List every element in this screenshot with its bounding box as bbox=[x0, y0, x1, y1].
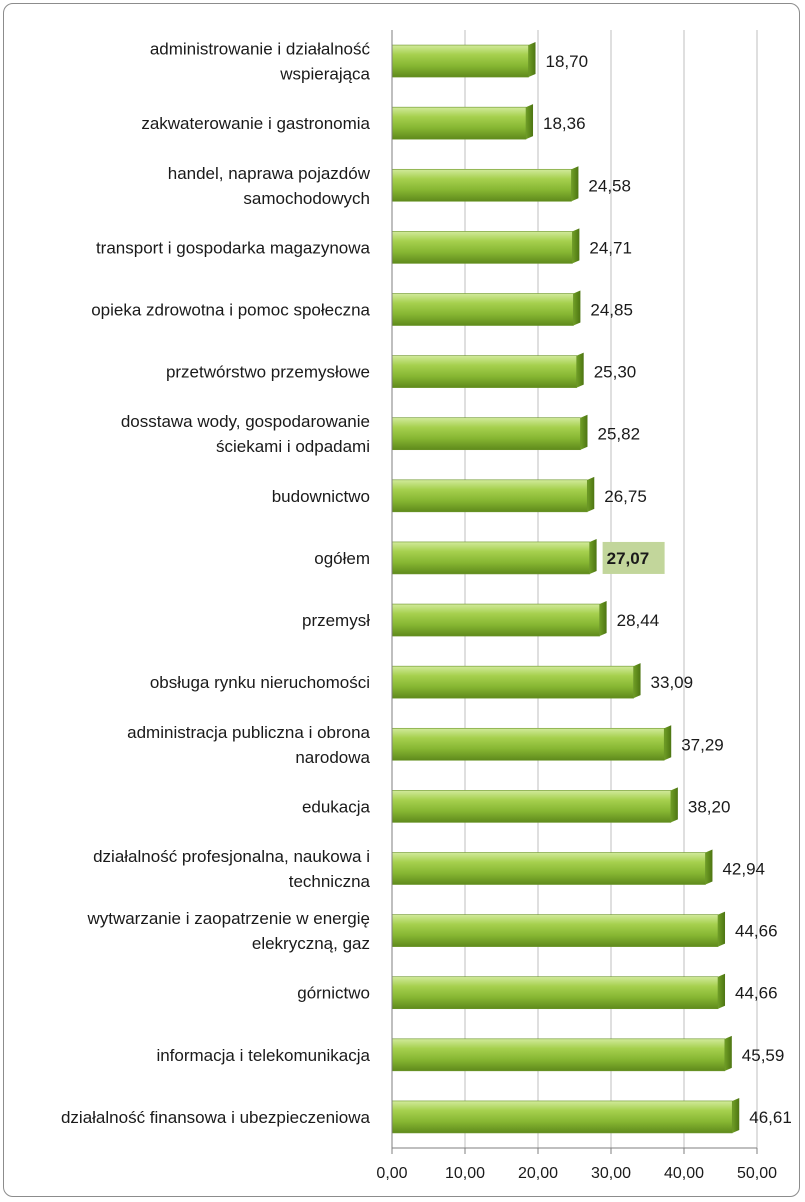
bar-cap bbox=[580, 414, 588, 450]
value-label: 24,71 bbox=[589, 238, 632, 257]
x-tick-label: 40,00 bbox=[664, 1165, 704, 1182]
value-label: 45,59 bbox=[742, 1046, 785, 1065]
bar bbox=[391, 44, 529, 78]
bar bbox=[391, 541, 590, 575]
bar bbox=[391, 1038, 726, 1072]
bar-cap bbox=[705, 849, 713, 885]
bar bbox=[391, 852, 706, 885]
category-label: elekryczną, gaz bbox=[252, 934, 370, 953]
category-label: przetwórstwo przemysłowe bbox=[166, 363, 370, 382]
category-label: przemysł bbox=[302, 611, 370, 630]
x-tick-label: 50,00 bbox=[737, 1165, 777, 1182]
value-label: 42,94 bbox=[722, 860, 765, 879]
category-labels: administrowanie i działalność wspierająca… bbox=[61, 40, 371, 1127]
x-tick-label: 10,00 bbox=[445, 1165, 485, 1182]
value-label: 18,36 bbox=[543, 114, 586, 133]
bar bbox=[391, 293, 574, 326]
category-label: wytwarzanie i zaopatrzenie w energię bbox=[86, 909, 370, 928]
value-label: 24,58 bbox=[588, 176, 631, 195]
value-label: 27,07 bbox=[607, 549, 650, 568]
bar-cap bbox=[576, 352, 584, 388]
value-label: 28,44 bbox=[617, 611, 660, 630]
category-label: techniczna bbox=[289, 872, 371, 891]
bar-cap bbox=[664, 725, 672, 761]
bar-cap bbox=[633, 663, 641, 699]
category-label: administracja publiczna i obrona bbox=[127, 723, 370, 742]
bar-cap bbox=[573, 290, 581, 326]
bar bbox=[391, 665, 634, 699]
bar bbox=[391, 355, 577, 388]
value-label: 25,82 bbox=[597, 425, 640, 444]
bars: 18,70 18,36 24,58 24,71 24,85 25,30 25,82 26,75… bbox=[391, 42, 792, 1134]
value-label: 24,85 bbox=[590, 301, 633, 320]
bar-cap bbox=[528, 42, 536, 78]
bar-cap bbox=[724, 1035, 732, 1071]
bar bbox=[391, 1100, 733, 1134]
category-label: samochodowych bbox=[243, 189, 370, 208]
category-label: działalność profesjonalna, naukowa i bbox=[93, 847, 370, 866]
value-label: 33,09 bbox=[651, 673, 694, 692]
bar-cap bbox=[670, 787, 678, 823]
category-label: transport i gospodarka magazynowa bbox=[96, 238, 371, 257]
x-tick-label: 20,00 bbox=[518, 1165, 558, 1182]
value-label: 25,30 bbox=[594, 363, 637, 382]
bar-cap bbox=[599, 601, 607, 637]
bar-cap bbox=[526, 104, 534, 140]
bar-cap bbox=[732, 1097, 740, 1133]
category-label: działalność finansowa i ubezpieczeniowa bbox=[61, 1108, 371, 1127]
category-label: handel, naprawa pojazdów bbox=[168, 164, 371, 183]
bar bbox=[391, 790, 672, 823]
value-label: 44,66 bbox=[735, 984, 778, 1003]
category-label: obsługa rynku nieruchomości bbox=[150, 673, 370, 692]
bar bbox=[391, 976, 719, 1010]
category-label: administrowanie i działalność bbox=[150, 40, 371, 59]
value-label: 44,66 bbox=[735, 922, 778, 941]
category-label: ściekami i odpadami bbox=[216, 437, 370, 456]
value-label-highlight bbox=[602, 541, 665, 574]
x-tick-label: 30,00 bbox=[591, 1165, 631, 1182]
bar bbox=[391, 727, 665, 761]
category-label: zakwaterowanie i gastronomia bbox=[141, 114, 370, 133]
category-label: informacja i telekomunikacja bbox=[156, 1046, 370, 1065]
bar-cap bbox=[718, 911, 726, 947]
bar bbox=[391, 168, 572, 202]
category-label: narodowa bbox=[295, 748, 370, 767]
bar-cap bbox=[718, 973, 726, 1009]
bar-cap bbox=[571, 166, 579, 202]
category-label: górnictwo bbox=[297, 984, 370, 1003]
value-label: 18,70 bbox=[546, 52, 589, 71]
x-tick-label: 0,00 bbox=[376, 1165, 407, 1182]
bar-cap bbox=[572, 228, 580, 264]
bar bbox=[391, 479, 588, 513]
value-label: 46,61 bbox=[749, 1108, 792, 1127]
bar bbox=[391, 231, 573, 264]
category-label: dosstawa wody, gospodarowanie bbox=[121, 412, 370, 431]
bar bbox=[391, 603, 600, 637]
bar bbox=[391, 106, 527, 140]
bar-cap bbox=[587, 476, 595, 512]
bar bbox=[391, 914, 719, 947]
category-label: budownictwo bbox=[272, 487, 370, 506]
value-label: 37,29 bbox=[681, 735, 724, 754]
category-label: opieka zdrowotna i pomoc społeczna bbox=[91, 301, 370, 320]
value-label: 38,20 bbox=[688, 797, 731, 816]
value-label: 26,75 bbox=[604, 487, 647, 506]
x-axis: 0,00 10,00 20,00 30,00 40,00 50,00 bbox=[376, 30, 777, 1182]
bar bbox=[391, 417, 581, 451]
category-label: edukacja bbox=[302, 797, 371, 816]
bar-cap bbox=[589, 538, 597, 574]
gridlines bbox=[464, 30, 758, 1148]
category-label: wspierająca bbox=[279, 65, 370, 84]
category-label: ogółem bbox=[314, 549, 370, 568]
